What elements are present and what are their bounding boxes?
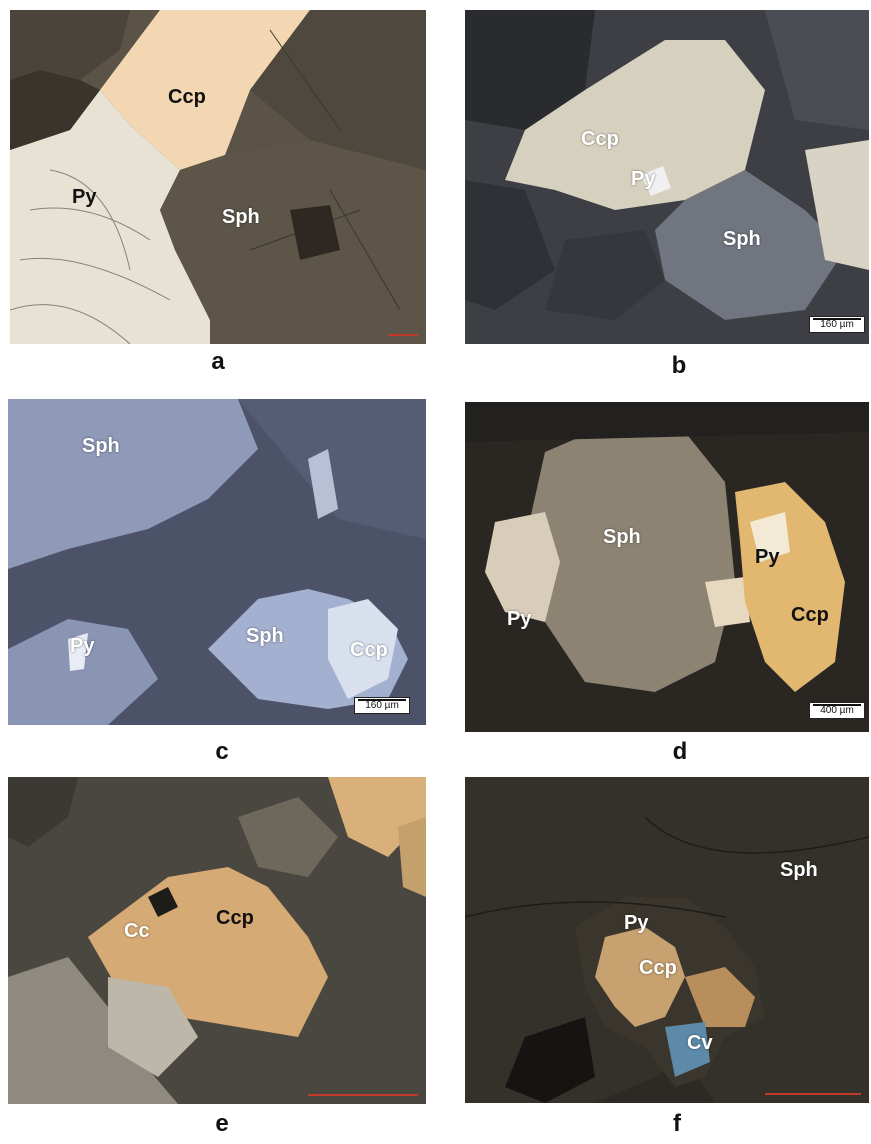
mineral-label: Cc — [124, 920, 150, 942]
panel-letter: f — [673, 1110, 681, 1137]
mineral-label: Ccp — [168, 86, 206, 108]
scale-label: 160 µm — [820, 319, 854, 330]
mineral-label: Ccp — [350, 639, 388, 661]
mineral-label: Ccp — [791, 604, 829, 626]
micrograph-image-c — [8, 399, 426, 725]
scale-bar: 160 µm — [354, 697, 410, 714]
panel-letter: e — [215, 1110, 229, 1137]
micrograph-image-d — [465, 402, 869, 732]
micrograph-image-a — [10, 10, 426, 344]
mineral-label: Sph — [246, 625, 284, 647]
mineral-label: Py — [507, 608, 532, 630]
panel-letter: a — [211, 348, 225, 375]
mineral-label: Ccp — [639, 957, 677, 979]
panel-letter: d — [672, 738, 688, 765]
mineral-label: Py — [624, 912, 649, 934]
mineral-label: Py — [70, 635, 95, 657]
micrograph-panel-f: Sph Py Ccp Cv — [465, 777, 869, 1103]
mineral-label: Sph — [222, 206, 260, 228]
mineral-label: Sph — [82, 435, 120, 457]
micrograph-image-e — [8, 777, 426, 1104]
scale-bar: 400 µm — [809, 702, 865, 719]
scale-label: 400 µm — [820, 705, 854, 716]
scale-bar: 160 µm — [809, 316, 865, 333]
scale-bar — [308, 1094, 418, 1096]
panel-letter: c — [215, 738, 229, 765]
micrograph-image-f — [465, 777, 869, 1103]
mineral-label: Py — [631, 168, 656, 190]
micrograph-panel-a: Ccp Py Sph — [10, 10, 426, 344]
scale-bar — [765, 1093, 861, 1095]
mineral-label: Ccp — [216, 907, 254, 929]
mineral-label: Ccp — [581, 128, 619, 150]
mineral-label: Sph — [780, 859, 818, 881]
mineral-label: Cv — [687, 1032, 713, 1054]
micrograph-panel-e: Cc Ccp — [8, 777, 426, 1104]
micrograph-panel-d: Sph Py Py Ccp 400 µm — [465, 402, 869, 732]
mineral-label: Sph — [723, 228, 761, 250]
mineral-label: Py — [72, 186, 97, 208]
scale-bar — [388, 334, 418, 336]
mineral-label: Py — [755, 546, 780, 568]
scale-label: 160 µm — [365, 700, 399, 711]
micrograph-image-b — [465, 10, 869, 344]
micrograph-panel-b: Ccp Py Sph 160 µm — [465, 10, 869, 344]
micrograph-panel-c: Sph Py Sph Ccp 160 µm — [8, 399, 426, 725]
mineral-label: Sph — [603, 526, 641, 548]
panel-letter: b — [671, 352, 687, 379]
